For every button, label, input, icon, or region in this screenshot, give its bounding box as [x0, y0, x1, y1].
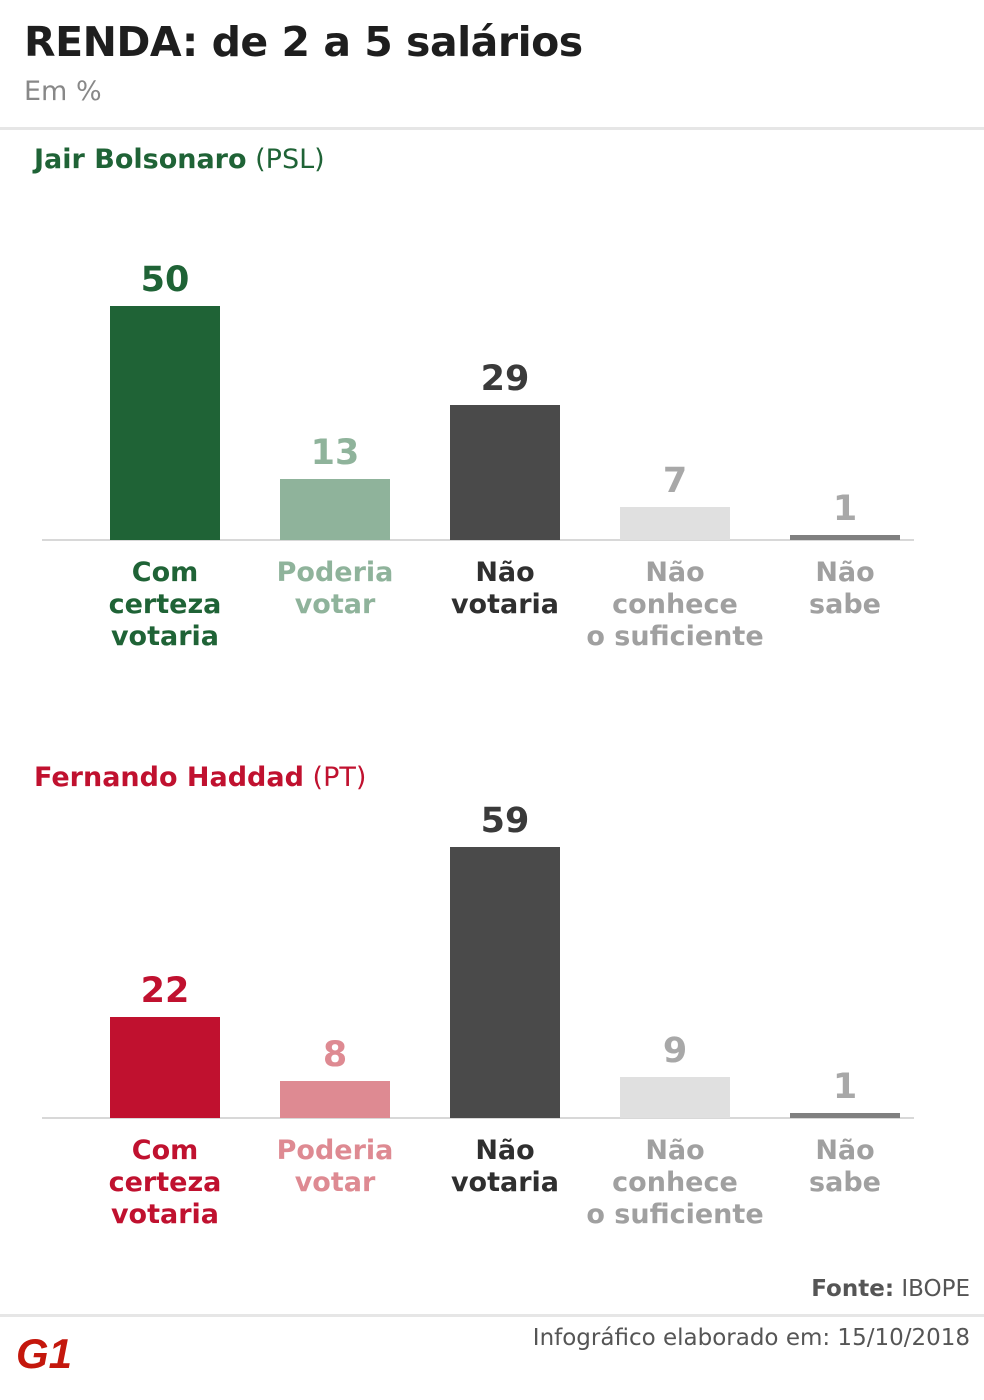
bar-com-certeza-votaria [110, 306, 220, 540]
value-label-nao-votaria: 29 [480, 359, 530, 399]
category-label-com-certeza-votaria: Com certeza votaria [108, 1135, 222, 1230]
candidate-heading: Fernando Haddad (PT) [34, 762, 366, 793]
chart-baseline [42, 1117, 914, 1119]
bar-nao-conhece-o-suficiente [620, 1077, 730, 1118]
value-label-nao-conhece-o-suficiente: 7 [662, 461, 688, 501]
category-label-nao-votaria: Não votaria [450, 1135, 560, 1198]
bar-poderia-votar [280, 1081, 390, 1118]
chart-subtitle: Em % [24, 76, 102, 107]
chart-baseline [42, 539, 914, 541]
category-label-nao-sabe: Não sabe [809, 557, 881, 620]
value-label-nao-conhece-o-suficiente: 9 [662, 1031, 688, 1071]
bar-poderia-votar [280, 479, 390, 540]
bar-nao-conhece-o-suficiente [620, 507, 730, 540]
chart-title: RENDA: de 2 a 5 salários [24, 18, 583, 66]
chart-panel-haddad: Fernando Haddad (PT) 22 Com certeza votaria… [0, 762, 984, 1302]
bar-nao-votaria [450, 847, 560, 1118]
value-label-com-certeza-votaria: 50 [140, 260, 190, 300]
candidate-party: (PSL) [255, 144, 325, 175]
source-value: IBOPE [901, 1276, 970, 1302]
chart-panel-bolsonaro: Jair Bolsonaro (PSL) 50 Com certeza votaria… [0, 144, 984, 684]
bar-nao-votaria [450, 405, 560, 540]
candidate-name: Jair Bolsonaro [34, 144, 247, 175]
bar-nao-sabe [790, 535, 900, 540]
candidate-name: Fernando Haddad [34, 762, 304, 793]
value-label-nao-sabe: 1 [832, 489, 858, 529]
source-label: Fonte: [811, 1276, 895, 1302]
category-label-poderia-votar: Poderia votar [276, 557, 394, 620]
category-label-com-certeza-votaria: Com certeza votaria [108, 557, 222, 652]
value-label-poderia-votar: 13 [310, 433, 360, 473]
value-label-nao-votaria: 59 [480, 801, 530, 841]
value-label-poderia-votar: 8 [322, 1035, 348, 1075]
footer-divider [0, 1314, 984, 1317]
candidate-party: (PT) [312, 762, 367, 793]
bar-com-certeza-votaria [110, 1017, 220, 1118]
g1-logo-text: G1 [16, 1330, 72, 1374]
bar-nao-sabe [790, 1113, 900, 1118]
category-label-poderia-votar: Poderia votar [276, 1135, 394, 1198]
value-label-com-certeza-votaria: 22 [140, 971, 190, 1011]
category-label-nao-votaria: Não votaria [450, 557, 560, 620]
source-credit: Fonte: IBOPE [811, 1276, 970, 1302]
top-divider [0, 127, 984, 130]
category-label-nao-conhece-o-suficiente: Não conhece o suficiente [586, 557, 764, 652]
infographic-date: Infográfico elaborado em: 15/10/2018 [532, 1325, 970, 1351]
category-label-nao-sabe: Não sabe [809, 1135, 881, 1198]
candidate-heading: Jair Bolsonaro (PSL) [34, 144, 325, 175]
value-label-nao-sabe: 1 [832, 1067, 858, 1107]
g1-logo: G1 [16, 1330, 72, 1374]
category-label-nao-conhece-o-suficiente: Não conhece o suficiente [586, 1135, 764, 1230]
